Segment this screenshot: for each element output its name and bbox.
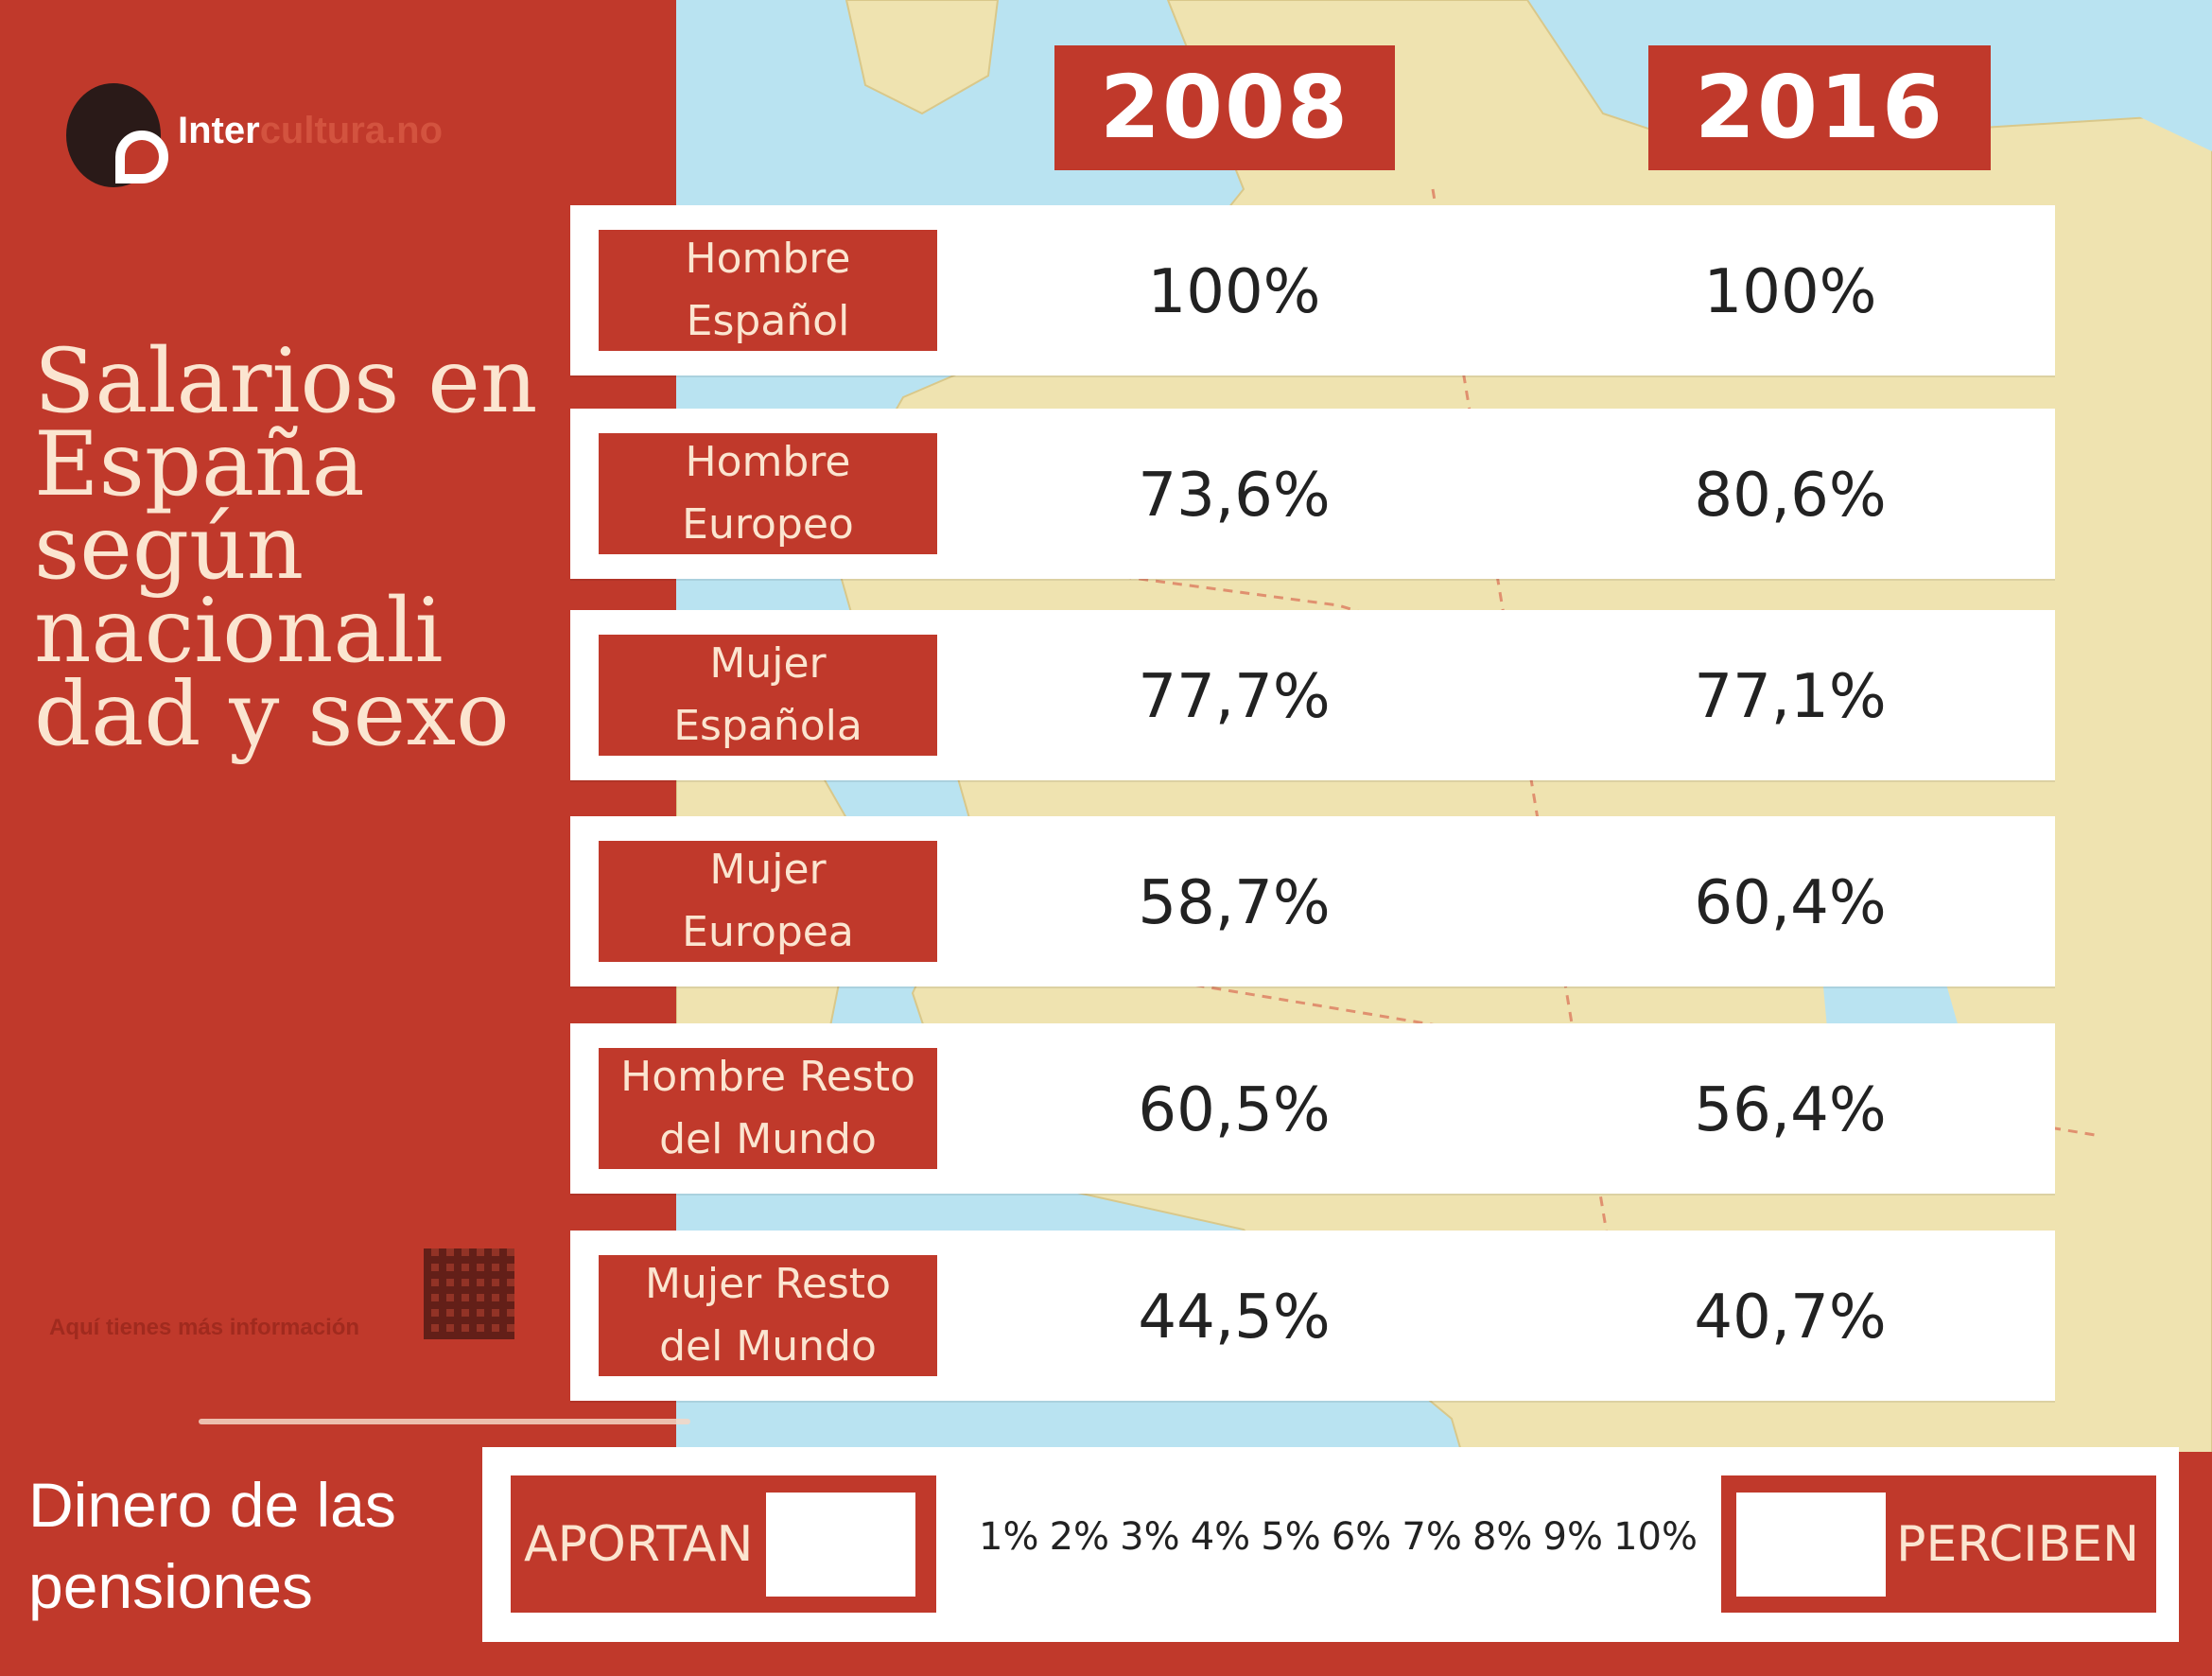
perciben-label: PERCIBEN — [1721, 1475, 2156, 1613]
row-label-line1: Hombre Resto — [620, 1053, 915, 1101]
percent-scale: 1% 2% 3% 4% 5% 6% 7% 8% 9% 10% — [979, 1515, 1698, 1559]
row-label-line2: Española — [673, 702, 862, 750]
scale-tick: 9% — [1542, 1515, 1603, 1559]
row-label: Hombre Resto del Mundo — [599, 1048, 937, 1169]
row-label-line1: Mujer Resto — [645, 1260, 891, 1308]
row-label-line1: Mujer — [709, 639, 827, 688]
pensions-title: Dinero de las pensiones — [28, 1470, 396, 1621]
value-2008: 77,7% — [1138, 662, 1331, 732]
value-2016: 60,4% — [1694, 868, 1887, 938]
row-label-line2: del Mundo — [659, 1115, 877, 1163]
scale-tick: 8% — [1472, 1515, 1533, 1559]
row-label-line2: Europea — [682, 908, 854, 956]
row-label: Hombre Europeo — [599, 433, 937, 554]
value-2016: 40,7% — [1694, 1283, 1887, 1353]
table-row: Mujer Europea 58,7% 60,4% — [570, 816, 2055, 986]
table-row: Mujer Española 77,7% 77,1% — [570, 610, 2055, 780]
scale-tick: 2% — [1049, 1515, 1110, 1559]
aportan-swatch — [766, 1493, 915, 1597]
table-row: Hombre Europeo 73,6% 80,6% — [570, 409, 2055, 579]
logo-text: Intercultura.no — [178, 110, 443, 152]
qr-code-icon[interactable] — [424, 1248, 514, 1339]
logo-text-light: cultura.no — [259, 110, 444, 151]
table-row: Mujer Resto del Mundo 44,5% 40,7% — [570, 1231, 2055, 1401]
table-row: Hombre Español 100% 100% — [570, 205, 2055, 375]
logo-text-bold: Inter — [178, 110, 260, 151]
row-label: Mujer Española — [599, 635, 937, 756]
scale-tick: 7% — [1402, 1515, 1462, 1559]
value-2008: 60,5% — [1138, 1075, 1331, 1145]
logo: Intercultura.no — [66, 83, 463, 197]
logo-p-icon — [115, 131, 168, 183]
perciben-text: PERCIBEN — [1896, 1515, 2139, 1573]
left-panel: Intercultura.no Salarios en España según… — [0, 0, 676, 1452]
aportan-label: APORTAN — [511, 1475, 936, 1613]
page-title: Salarios en España según nacionali dad y… — [34, 330, 538, 766]
row-label: Mujer Europea — [599, 841, 937, 962]
value-2016: 80,6% — [1694, 461, 1887, 531]
scale-tick: 10% — [1613, 1515, 1698, 1559]
row-label: Mujer Resto del Mundo — [599, 1255, 937, 1376]
row-label-line1: Hombre — [685, 235, 851, 283]
value-2008: 44,5% — [1138, 1283, 1331, 1353]
row-label-line1: Hombre — [685, 438, 851, 486]
scale-tick: 5% — [1261, 1515, 1321, 1559]
value-2016: 56,4% — [1694, 1075, 1887, 1145]
value-2008: 58,7% — [1138, 868, 1331, 938]
scale-tick: 3% — [1120, 1515, 1180, 1559]
row-label-line2: del Mundo — [659, 1322, 877, 1370]
scale-tick: 4% — [1190, 1515, 1251, 1559]
year-header-2008: 2008 — [1054, 45, 1395, 170]
scale-tick: 6% — [1331, 1515, 1392, 1559]
pensions-box: APORTAN 1% 2% 3% 4% 5% 6% 7% 8% 9% 10% P… — [482, 1447, 2179, 1642]
value-2008: 73,6% — [1138, 461, 1331, 531]
table-row: Hombre Resto del Mundo 60,5% 56,4% — [570, 1023, 2055, 1194]
more-info-text: Aquí tienes más información — [49, 1315, 360, 1340]
value-2008: 100% — [1147, 257, 1321, 327]
value-2016: 77,1% — [1694, 662, 1887, 732]
perciben-swatch — [1736, 1493, 1886, 1597]
row-label-line2: Europeo — [682, 500, 854, 549]
year-header-2016: 2016 — [1648, 45, 1991, 170]
value-2016: 100% — [1703, 257, 1877, 327]
row-label: Hombre Español — [599, 230, 937, 351]
scale-tick: 1% — [979, 1515, 1039, 1559]
divider — [199, 1419, 690, 1424]
aportan-text: APORTAN — [524, 1515, 754, 1573]
row-label-line2: Español — [686, 297, 850, 345]
row-label-line1: Mujer — [709, 846, 827, 894]
